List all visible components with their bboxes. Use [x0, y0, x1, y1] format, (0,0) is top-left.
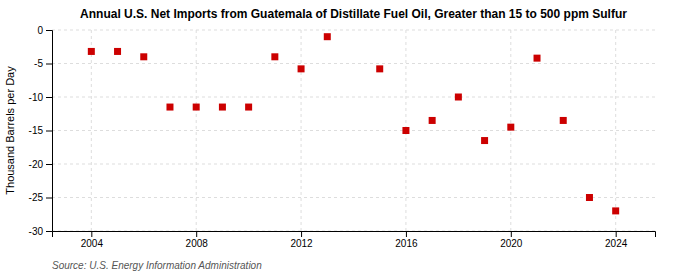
tick-mark [616, 231, 617, 237]
point [429, 117, 436, 124]
tick-label: 2020 [500, 238, 523, 249]
tick-mark [46, 231, 52, 232]
tick-label: 2008 [186, 238, 209, 249]
axis-line [46, 31, 53, 232]
tick: -20 [29, 159, 52, 170]
tick-label: 2016 [395, 238, 418, 249]
tick-label: -10 [29, 92, 44, 103]
tick-mark [46, 64, 52, 65]
point [219, 104, 226, 111]
tick-label: -25 [29, 192, 44, 203]
grid-line-y [52, 30, 655, 31]
grid-line-y [52, 197, 655, 198]
tick-label: 2024 [605, 238, 628, 249]
point [88, 48, 95, 55]
tick: -30 [29, 226, 52, 237]
point [481, 137, 488, 144]
tick-label: 2012 [290, 238, 313, 249]
tick-mark [46, 30, 52, 31]
tick-label: -5 [34, 58, 43, 69]
tick: 2024 [605, 231, 628, 249]
tick-mark [46, 164, 52, 165]
tick: 2012 [290, 231, 313, 249]
axis-line [53, 232, 656, 238]
tick-mark [46, 131, 52, 132]
point [612, 207, 619, 214]
tick-mark [406, 231, 407, 237]
point [402, 127, 409, 134]
grid [52, 30, 655, 231]
tick-mark [511, 231, 512, 237]
y-axis: 0 -5 -10 -15 -20 -25 -30 [29, 25, 53, 237]
point [560, 117, 567, 124]
point [193, 104, 200, 111]
point [324, 33, 331, 40]
tick: 2020 [500, 231, 523, 249]
tick-mark [46, 97, 52, 98]
tick: 2008 [186, 231, 209, 249]
title: Annual U.S. Net Imports from Guatemala o… [80, 7, 627, 21]
tick: 2016 [395, 231, 418, 249]
tick: -5 [34, 58, 52, 69]
tick-mark [196, 231, 197, 237]
point [507, 124, 514, 131]
x-axis: 2004 2008 2012 2016 2020 2024 [53, 231, 656, 249]
tick-mark [301, 231, 302, 237]
tick: 0 [37, 25, 52, 36]
grid-line-y [52, 164, 655, 165]
points [88, 33, 619, 214]
plot-area: 2004 2008 2012 2016 2020 2024 0 -5 -10 -15 -20 -25 -… [29, 25, 656, 249]
tick-label: -15 [29, 125, 44, 136]
point [376, 65, 383, 72]
point [586, 194, 593, 201]
point [271, 53, 278, 60]
point [245, 104, 252, 111]
tick: -15 [29, 125, 52, 136]
y-label: Thousand Barrels per Day [4, 66, 16, 195]
tick: -10 [29, 92, 52, 103]
tick: 2004 [81, 231, 104, 249]
point [534, 55, 541, 62]
tick-mark [91, 231, 92, 237]
tick-label: -20 [29, 159, 44, 170]
tick-label: -30 [29, 226, 44, 237]
point [140, 53, 147, 60]
point [114, 48, 121, 55]
source: Source: U.S. Energy Information Administ… [52, 260, 262, 271]
grid-line-y [52, 130, 655, 131]
tick-label: 0 [37, 25, 43, 36]
point [455, 94, 462, 101]
tick-label: 2004 [81, 238, 104, 249]
chart-svg: 2004 2008 2012 2016 2020 2024 0 -5 -10 -15 -20 -25 -… [0, 0, 675, 275]
point [166, 104, 173, 111]
tick-mark [46, 198, 52, 199]
grid-line-y [52, 63, 655, 64]
tick: -25 [29, 192, 52, 203]
point [298, 65, 305, 72]
grid-line-y [52, 97, 655, 98]
